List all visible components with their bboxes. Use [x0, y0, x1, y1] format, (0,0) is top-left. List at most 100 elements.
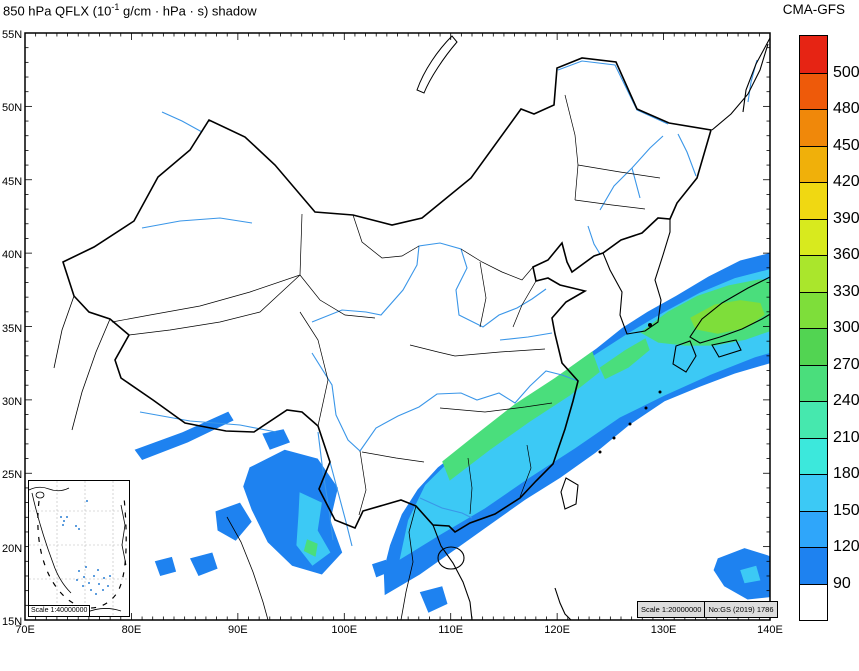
- colorbar-segment: [800, 291, 827, 328]
- shading-region-yellow-sea-green: [599, 338, 650, 380]
- shading-region-sichuan-sw-dot: [262, 429, 290, 450]
- lat-axis-label: 20N: [2, 542, 23, 555]
- colorbar-segment: [800, 109, 827, 146]
- ussuri-river: [677, 133, 697, 177]
- colorbar-label: 210: [833, 428, 859, 446]
- liao-river: [587, 225, 601, 255]
- colorbar-label: 390: [833, 209, 859, 227]
- lon-axis-label: 120E: [544, 624, 570, 636]
- colorbar-segment: [800, 218, 827, 255]
- shading-region-south-dot-b: [154, 556, 177, 576]
- colorbar-label: 150: [833, 501, 859, 519]
- lat-axis-label: 40N: [2, 249, 23, 262]
- hainan-island: [437, 546, 465, 570]
- indochina-border: [400, 505, 417, 620]
- china-boundary: [62, 57, 713, 534]
- colorbar-label: 300: [833, 319, 859, 336]
- amur-river: [557, 60, 669, 125]
- yellow-river: [311, 242, 547, 328]
- lon-axis-label: 70E: [15, 624, 35, 636]
- korea-coast: [602, 219, 671, 335]
- shading-region-coastal-green: [442, 351, 600, 481]
- lat-axis-label: 25N: [2, 469, 23, 482]
- irtysh-river: [161, 111, 203, 133]
- colorbar-label: 500: [833, 63, 859, 81]
- colorbar-label: 90: [833, 574, 851, 592]
- chart-title: 850 hPa QFLX (10-1 g/cm · hPa · s) shado…: [3, 2, 257, 18]
- scale-badge-scale: Scale 1:20000000: [641, 605, 702, 614]
- lon-axis-label: 110E: [438, 624, 464, 636]
- japan-shikoku-coast: [711, 339, 742, 358]
- footer-init-times: 2026040800 + 45h 2026040808 + 45h: [3, 640, 112, 671]
- colorbar-label: 480: [833, 100, 859, 117]
- chart-title-prefix: 850 hPa QFLX (10: [3, 3, 112, 19]
- inset-islands: [60, 500, 111, 595]
- province-borders: [111, 94, 661, 516]
- ryukyu-islands: [598, 390, 662, 454]
- lon-axis-label: 90E: [228, 624, 248, 636]
- neighbor-coastlines: [53, 35, 770, 620]
- chart-title-suffix: g/cm · hPa · s) shadow: [119, 3, 257, 19]
- colorbar-label: 360: [833, 246, 859, 263]
- inset-map: [28, 481, 129, 616]
- colorbar-segment: [800, 583, 827, 620]
- colorbar-label: 240: [833, 392, 859, 409]
- lake-baikal: [416, 35, 458, 94]
- inset-scale-label: Scale 1:40000000: [29, 605, 91, 616]
- lat-axis-label: 50N: [2, 102, 23, 115]
- lon-axis-label: 80E: [121, 624, 142, 636]
- colorbar-label: 180: [833, 465, 859, 482]
- shading-region-west-blob: [215, 502, 252, 541]
- colorbar-label: 120: [833, 538, 859, 555]
- scale-badge-number: No:GS (2019) 1786: [704, 602, 776, 617]
- colorbar-segment: [800, 547, 827, 584]
- map-scale-badge: Scale 1:20000000 No:GS (2019) 1786: [637, 601, 778, 618]
- salween-river: [317, 431, 334, 541]
- songhua-river: [599, 135, 664, 211]
- colorbar-segment: [800, 182, 827, 219]
- mekong-river: [329, 461, 353, 547]
- model-name: CMA-GFS: [782, 2, 845, 17]
- colorbar-segment: [800, 437, 827, 474]
- tsushima-island: [648, 323, 652, 327]
- colorbar-segment: [800, 145, 827, 182]
- inset-coastlines: [28, 486, 127, 614]
- lat-axis-label: 15N: [2, 616, 23, 628]
- shading-region-south-dot-a: [190, 552, 218, 576]
- yangtze-river: [311, 352, 579, 452]
- south-asia-borders: [53, 295, 111, 431]
- colorbar-segment: [800, 474, 827, 511]
- colorbar-label: 330: [833, 282, 859, 300]
- colorbar-segment: [800, 401, 827, 438]
- taiwan-island: [560, 477, 579, 510]
- shading-region-southeast-corner-cyan: [740, 565, 761, 584]
- shading-region-himalaya-streak: [134, 411, 234, 460]
- colorbar-label: 420: [833, 173, 859, 190]
- colorbar-segment: [800, 72, 827, 109]
- colorbar: 90 120 150 180 210 240 270 300 330 360 390 420 450 48…: [799, 35, 859, 621]
- rivers: [139, 59, 758, 547]
- huai-river: [499, 332, 553, 341]
- japan-kyushu-coast: [672, 340, 697, 373]
- lon-axis-label: 140E: [757, 624, 783, 636]
- colorbar-segment: [800, 328, 827, 365]
- lat-axis-label: 35N: [2, 322, 23, 335]
- colorbar-label: 450: [833, 136, 859, 154]
- colorbar-segment: [800, 364, 827, 401]
- shading-region-sea-dot-hainan-sw: [419, 586, 448, 613]
- lat-axis-label: 45N: [2, 175, 23, 188]
- lon-axis-label: 130E: [650, 624, 677, 636]
- tarim-river: [141, 217, 253, 229]
- lat-axis-label: 55N: [2, 29, 23, 41]
- myanmar-coast: [226, 516, 269, 620]
- pearl-river: [419, 497, 473, 519]
- colorbar-segment: [800, 510, 827, 547]
- inset-graticule: [29, 481, 129, 616]
- shading-region-sea-dot-w: [372, 559, 390, 578]
- lon-axis-label: 100E: [331, 624, 358, 636]
- japan-honshu-coast: [689, 276, 770, 344]
- footer-valid-times: 2026040921(UTC) 2026041005(CST): [676, 640, 784, 671]
- shading-region-yunnan-green-dot: [303, 539, 318, 557]
